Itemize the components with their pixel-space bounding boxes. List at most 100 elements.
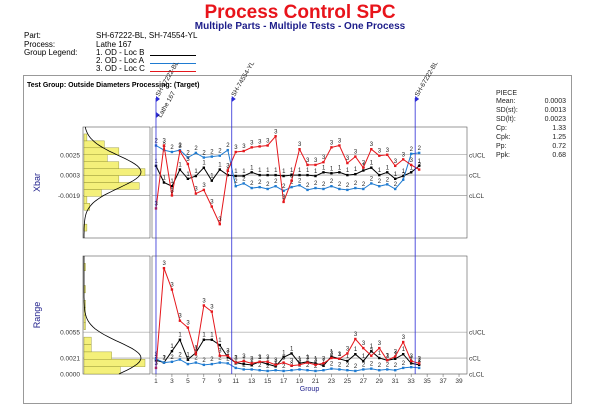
xtick-label: 39 xyxy=(455,378,463,385)
range-point-label: 3 xyxy=(410,354,414,360)
xbar-point-label: 3 xyxy=(250,140,254,146)
range-data-point xyxy=(378,346,381,350)
range-limit-label: cLCL xyxy=(469,372,485,379)
xbar-data-point xyxy=(394,164,397,168)
test-group-title: Test Group: Outside Diameters Processing… xyxy=(27,82,199,89)
range-point-label: 3 xyxy=(378,341,382,347)
range-data-point xyxy=(417,362,421,365)
range-data-point xyxy=(306,368,309,372)
xbar-data-point xyxy=(178,168,182,171)
range-point-label: 2 xyxy=(362,362,366,368)
xbar-point-label: 3 xyxy=(418,163,422,169)
range-point-label: 1 xyxy=(162,356,166,362)
range-panel: RangecUCL0.0055cCL0.0021cLCL0.0000111111… xyxy=(32,255,486,379)
range-point-label: 3 xyxy=(418,356,422,362)
xbar-data-point xyxy=(362,169,365,172)
stat-value: 0.0013 xyxy=(544,107,566,114)
range-data-point xyxy=(242,368,245,371)
xbar-data-point xyxy=(386,153,389,156)
range-data-point xyxy=(330,356,333,360)
range-data-point xyxy=(242,362,245,366)
range-data-point xyxy=(170,349,174,353)
xbar-ytick-label: -0.0019 xyxy=(58,193,80,200)
range-data-point xyxy=(282,361,285,364)
range-point-label: 2 xyxy=(314,364,318,370)
range-data-point xyxy=(378,356,381,360)
range-data-point xyxy=(402,353,405,356)
range-data-point xyxy=(322,362,325,365)
range-histogram-bar xyxy=(83,359,146,367)
range-data-point xyxy=(314,363,317,367)
range-point-label: 2 xyxy=(410,360,414,366)
range-data-point xyxy=(370,354,373,357)
range-data-point xyxy=(409,365,413,369)
range-point-label: 2 xyxy=(386,362,390,368)
range-point-label: 2 xyxy=(210,357,214,363)
range-data-point xyxy=(338,357,341,360)
range-point-label: 3 xyxy=(162,261,166,267)
range-data-point xyxy=(354,353,357,356)
xbar-point-label: 1 xyxy=(178,163,182,169)
xtick-label: 9 xyxy=(218,378,222,385)
xbar-point-label: 3 xyxy=(394,159,398,165)
xbar-limit-label: cUCL xyxy=(469,152,486,159)
xaxis-label: Group xyxy=(300,386,320,393)
range-point-label: 1 xyxy=(338,352,342,358)
xbar-point-label: 3 xyxy=(274,129,278,135)
range-data-point xyxy=(370,367,373,370)
range-data-point xyxy=(194,353,198,356)
range-data-point xyxy=(370,349,373,353)
xbar-data-point xyxy=(298,173,301,177)
range-point-label: 2 xyxy=(370,362,374,368)
range-point-label: 2 xyxy=(306,363,310,369)
range-data-point xyxy=(234,361,237,364)
range-data-point xyxy=(186,326,190,329)
range-data-point xyxy=(282,369,285,373)
xbar-data-point xyxy=(378,173,381,177)
xbar-point-label: 1 xyxy=(378,168,382,174)
range-data-point xyxy=(322,364,325,367)
xbar-data-point xyxy=(417,151,421,155)
range-point-label: 3 xyxy=(154,361,158,367)
range-point-label: 3 xyxy=(306,356,310,362)
stat-row: Ppk: 0.68 xyxy=(496,151,566,160)
xbar-data-point xyxy=(409,163,413,167)
range-data-point xyxy=(226,362,229,365)
range-data-point xyxy=(226,354,229,357)
range-data-point xyxy=(346,368,349,372)
xbar-data-point xyxy=(170,185,174,188)
xbar-series-line xyxy=(155,165,420,187)
xbar-point-label: 2 xyxy=(394,182,398,188)
xbar-data-point xyxy=(298,148,301,151)
xbar-data-point xyxy=(242,182,245,185)
xtick-label: 1 xyxy=(154,378,158,385)
stat-value: 1.25 xyxy=(552,134,566,141)
xbar-point-label: 3 xyxy=(322,155,326,161)
range-data-point xyxy=(202,363,206,367)
xbar-data-point xyxy=(242,174,245,178)
xbar-point-label: 3 xyxy=(290,174,294,180)
xtick-label: 25 xyxy=(344,378,352,385)
range-histogram-bar xyxy=(83,351,112,360)
range-point-label: 1 xyxy=(234,356,238,362)
xbar-point-label: 2 xyxy=(402,173,406,179)
stat-row: SD(lt): 0.0023 xyxy=(496,115,566,124)
xbar-point-label: 2 xyxy=(202,151,206,157)
xbar-data-point xyxy=(202,188,206,192)
stat-value: 0.72 xyxy=(552,143,566,150)
xbar-point-label: 2 xyxy=(226,143,230,149)
xbar-data-point xyxy=(330,146,333,149)
xbar-point-label: 3 xyxy=(218,217,222,223)
range-data-point xyxy=(274,368,277,372)
range-data-point xyxy=(394,368,397,372)
range-point-label: 2 xyxy=(170,355,174,361)
range-data-point xyxy=(266,362,269,366)
xbar-data-point xyxy=(210,179,214,182)
xbar-data-point xyxy=(282,174,285,178)
range-data-point xyxy=(417,366,421,370)
xbar-point-label: 3 xyxy=(386,148,390,154)
xbar-point-label: 1 xyxy=(410,165,414,171)
stat-row: Cp: 1.33 xyxy=(496,124,566,133)
range-data-point xyxy=(330,355,333,358)
